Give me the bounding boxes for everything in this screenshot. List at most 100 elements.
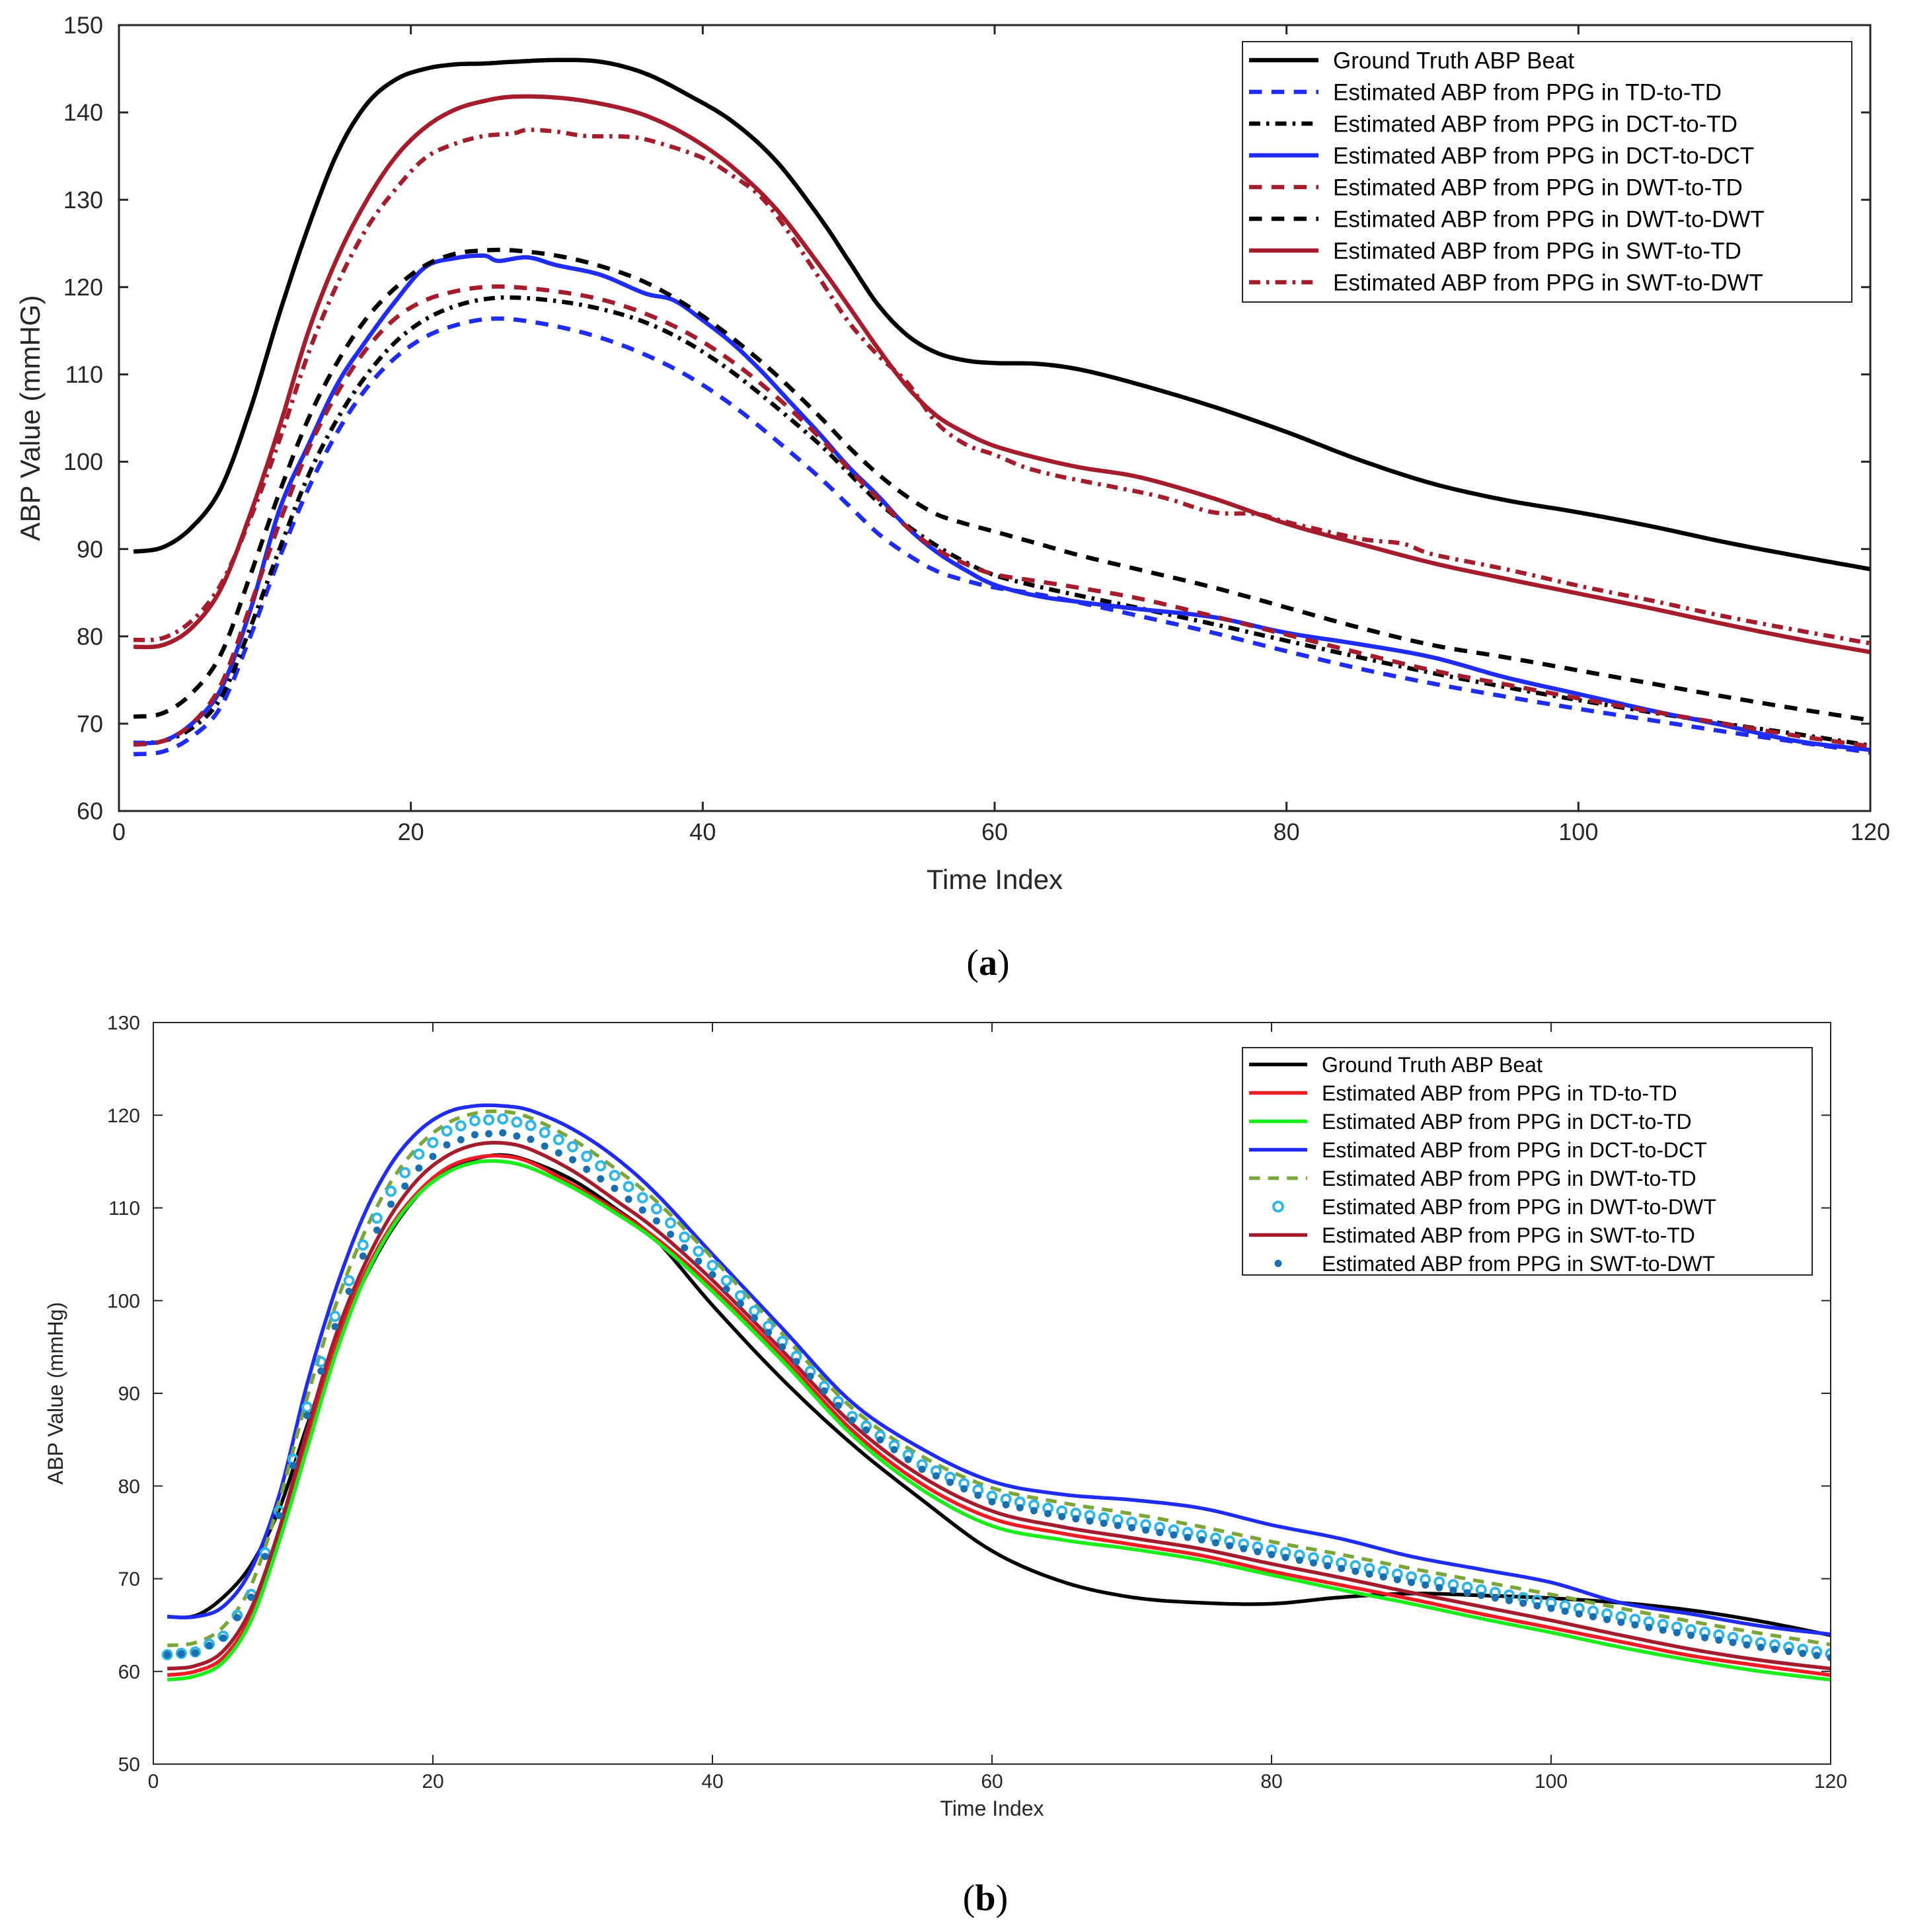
y-tick-label: 90 bbox=[77, 535, 103, 562]
chart-panel-b: 0 20 40 60 80 100 120 50 60 70 80 90 100 110 120 130 Tim… bbox=[44, 1013, 1847, 1919]
data-point bbox=[1799, 1650, 1807, 1658]
data-point bbox=[1128, 1524, 1135, 1531]
data-point bbox=[1687, 1631, 1695, 1639]
data-point bbox=[525, 1120, 537, 1132]
legend: Ground Truth ABP Beat Estimated ABP from … bbox=[1242, 1047, 1813, 1276]
data-point bbox=[1813, 1652, 1821, 1660]
data-point bbox=[1309, 1559, 1317, 1567]
legend-box bbox=[1242, 1047, 1813, 1276]
data-point bbox=[485, 1130, 493, 1138]
data-point bbox=[1491, 1594, 1499, 1602]
legend-label: Estimated ABP from PPG in SWT-to-TD bbox=[1322, 1223, 1695, 1247]
legend-item: Estimated ABP from PPG in SWT-to-TD bbox=[1249, 239, 1741, 264]
data-point bbox=[597, 1175, 605, 1183]
x-tick-label: 0 bbox=[112, 818, 126, 845]
legend-item: Ground Truth ABP Beat bbox=[1249, 48, 1574, 74]
data-point bbox=[1463, 1589, 1471, 1597]
y-tick-label: 120 bbox=[63, 274, 103, 301]
data-point bbox=[720, 1274, 732, 1286]
series-line-estimated-abp-from-ppg-in-dwt-to-td bbox=[133, 284, 1870, 749]
y-tick-label: 90 bbox=[118, 1383, 140, 1405]
series-estimated-abp-from-ppg-in-swt-to-dwt bbox=[163, 1129, 1831, 1662]
data-point bbox=[834, 1402, 842, 1410]
y-tick-label: 120 bbox=[107, 1105, 140, 1127]
data-point bbox=[876, 1436, 884, 1444]
data-point bbox=[1338, 1565, 1346, 1572]
series-estimated-abp-from-ppg-in-td-to-td bbox=[133, 316, 1870, 757]
data-point bbox=[779, 1343, 786, 1351]
legend-item: Estimated ABP from PPG in SWT-to-TD bbox=[1249, 1223, 1695, 1247]
data-point bbox=[1561, 1607, 1569, 1615]
series-line-estimated-abp-from-ppg-in-dct-to-td bbox=[133, 295, 1870, 748]
data-point bbox=[371, 1212, 383, 1224]
data-point bbox=[736, 1299, 744, 1307]
series-line-ground-truth-abp-beat bbox=[133, 58, 1870, 572]
data-point bbox=[554, 1149, 562, 1157]
data-point bbox=[1827, 1654, 1831, 1662]
x-tick-label: 120 bbox=[1814, 1771, 1847, 1793]
x-tick-label: 100 bbox=[1535, 1771, 1568, 1793]
data-point bbox=[161, 1649, 173, 1661]
data-point bbox=[1268, 1551, 1276, 1559]
data-point bbox=[1617, 1618, 1625, 1626]
data-point bbox=[765, 1329, 773, 1336]
series-line-estimated-abp-from-ppg-in-td-to-td bbox=[133, 316, 1870, 757]
y-tick-label: 100 bbox=[63, 448, 103, 475]
panel-caption: (a) bbox=[966, 943, 1009, 984]
y-tick-label: 60 bbox=[77, 798, 103, 825]
y-tick-label: 110 bbox=[65, 361, 103, 388]
x-tick-label: 40 bbox=[701, 1771, 723, 1793]
data-point bbox=[611, 1184, 619, 1192]
data-point bbox=[527, 1136, 535, 1143]
data-point bbox=[499, 1129, 507, 1137]
series-line-estimated-abp-from-ppg-in-dct-to-td bbox=[167, 1159, 1831, 1682]
legend-label: Ground Truth ABP Beat bbox=[1322, 1053, 1543, 1077]
data-point bbox=[1058, 1513, 1066, 1521]
series-estimated-abp-from-ppg-in-swt-to-td bbox=[167, 1141, 1831, 1671]
data-point bbox=[1044, 1510, 1052, 1518]
data-point bbox=[695, 1257, 703, 1265]
data-point bbox=[667, 1230, 675, 1238]
data-point bbox=[343, 1275, 355, 1287]
data-point bbox=[1324, 1562, 1332, 1570]
legend-item: Estimated ABP from PPG in DCT-to-DCT bbox=[1249, 1138, 1707, 1162]
x-axis-label: Time Index bbox=[927, 864, 1063, 895]
series-group bbox=[133, 58, 1870, 757]
data-point bbox=[1114, 1522, 1122, 1529]
data-point bbox=[932, 1472, 940, 1480]
data-point bbox=[275, 1512, 283, 1520]
data-point bbox=[219, 1634, 227, 1642]
data-point bbox=[1533, 1602, 1541, 1609]
data-point bbox=[1002, 1501, 1010, 1509]
data-point bbox=[191, 1649, 199, 1657]
legend-swatch bbox=[1274, 1260, 1282, 1267]
legend-box bbox=[1242, 41, 1852, 303]
data-point bbox=[567, 1141, 578, 1153]
data-point bbox=[513, 1132, 521, 1140]
series-estimated-abp-from-ppg-in-swt-to-td bbox=[133, 94, 1870, 654]
data-point bbox=[303, 1412, 311, 1420]
data-point bbox=[541, 1142, 549, 1150]
legend-item: Estimated ABP from PPG in DWT-to-TD bbox=[1249, 1167, 1696, 1190]
data-point bbox=[345, 1288, 353, 1295]
data-point bbox=[1184, 1533, 1192, 1541]
legend: Ground Truth ABP Beat Estimated ABP from … bbox=[1242, 41, 1852, 303]
data-point bbox=[862, 1426, 870, 1434]
legend-item: Estimated ABP from PPG in DWT-to-DWT bbox=[1272, 1195, 1716, 1219]
x-tick-label: 20 bbox=[422, 1771, 443, 1793]
series-estimated-abp-from-ppg-in-dct-to-dct bbox=[167, 1103, 1831, 1637]
data-point bbox=[1603, 1615, 1611, 1623]
data-point bbox=[175, 1647, 187, 1659]
data-point bbox=[569, 1156, 576, 1164]
series-estimated-abp-from-ppg-in-td-to-td bbox=[167, 1153, 1831, 1678]
data-point bbox=[1435, 1584, 1443, 1592]
data-point bbox=[429, 1153, 437, 1161]
data-point bbox=[1673, 1629, 1681, 1637]
data-point bbox=[665, 1217, 677, 1229]
data-point bbox=[233, 1613, 241, 1621]
data-point bbox=[469, 1115, 480, 1127]
legend-label: Estimated ABP from PPG in DCT-to-TD bbox=[1333, 112, 1737, 137]
data-point bbox=[1729, 1639, 1737, 1646]
data-point bbox=[679, 1231, 691, 1243]
series-line-estimated-abp-from-ppg-in-swt-to-td bbox=[133, 94, 1870, 654]
